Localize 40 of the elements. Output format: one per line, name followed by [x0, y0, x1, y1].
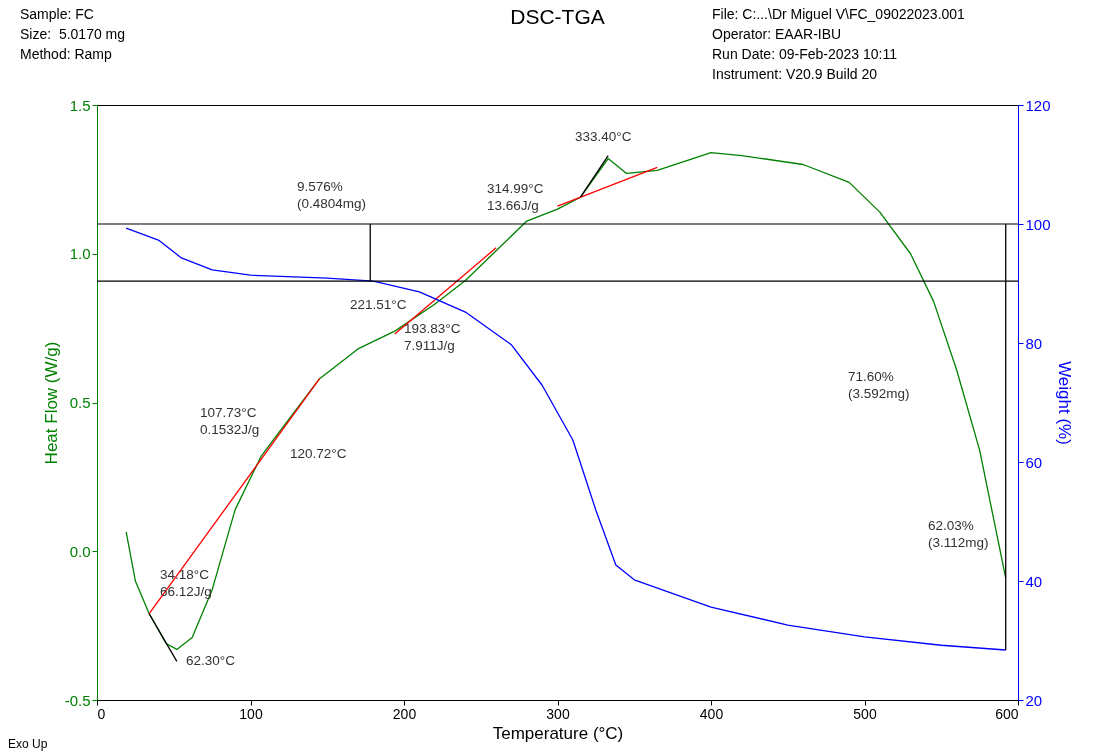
text: Instrument: V20.9 Build 20	[712, 66, 877, 83]
y-tick-label: 1.5	[69, 96, 91, 114]
y2-tick-label: 40	[1025, 572, 1043, 590]
text: File: C:...\Dr Miguel V\FC_09022023.001	[712, 6, 965, 23]
y2-tick-label: 120	[1025, 96, 1051, 114]
annotation: 120.72°C	[290, 445, 347, 462]
y-axis-title: Heat Flow (W/g)	[41, 341, 61, 465]
text: Sample: FC	[20, 6, 94, 23]
annotation: 9.576% (0.4804mg)	[297, 178, 367, 212]
text: Operator: EAAR-IBU	[712, 26, 842, 43]
annotation: 221.51°C	[350, 296, 407, 313]
text: Size: 5.0170 mg	[20, 26, 126, 43]
text: Exo Up	[8, 736, 48, 753]
y-tick-label: 1.0	[69, 245, 91, 263]
annotation: 62.03% (3.112mg)	[928, 517, 989, 551]
y2-tick-label: 60	[1025, 453, 1043, 471]
y2-tick-label: 100	[1025, 215, 1051, 233]
x-tick-label: 0	[97, 705, 106, 722]
x-tick-label: 400	[699, 705, 724, 722]
x-tick-label: 100	[239, 705, 263, 722]
annotation: 71.60% (3.592mg)	[848, 368, 910, 402]
annotation: 62.30°C	[186, 652, 235, 669]
y2-tick-label: 80	[1025, 334, 1043, 352]
y-tick-label: -0.5	[64, 691, 91, 709]
x-axis-title: Temperature (°C)	[492, 723, 624, 743]
text: Run Date: 09-Feb-2023 10:11	[712, 46, 897, 63]
y2-tick-label: 20	[1025, 691, 1043, 709]
annotation: 193.83°C 7.911J/g	[404, 320, 461, 354]
x-tick-label: 300	[546, 705, 570, 722]
text: Method: Ramp	[20, 46, 112, 63]
x-tick-label: 500	[853, 705, 877, 722]
y-tick-label: 0.5	[69, 394, 91, 411]
y-tick-label: 0.0	[69, 542, 91, 560]
annotation: 314.99°C 13.66J/g	[487, 180, 544, 214]
y2-axis-title: Weight (%)	[1054, 361, 1074, 445]
x-tick-label: 600	[995, 705, 1019, 722]
annotation: 333.40°C	[575, 128, 632, 145]
chart-title: DSC-TGA	[510, 5, 605, 28]
annotation: 107.73°C 0.1532J/g	[200, 404, 260, 438]
x-tick-label: 200	[392, 705, 417, 722]
